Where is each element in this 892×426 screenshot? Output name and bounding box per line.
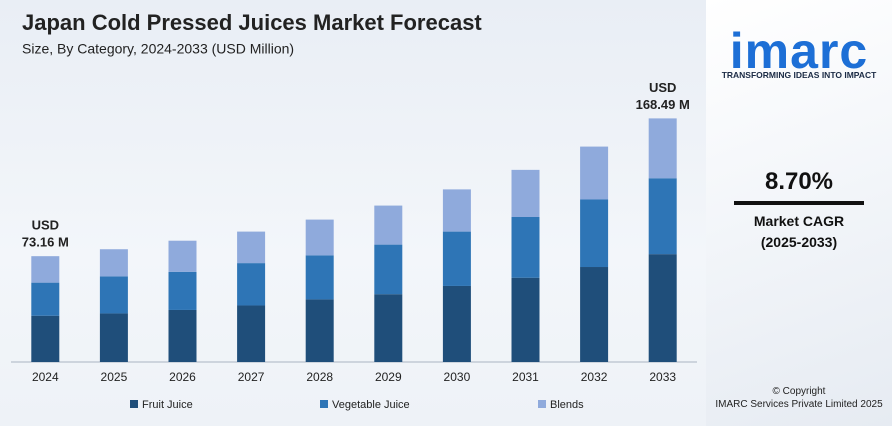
cagr-label: Market CAGR [753, 213, 845, 229]
bar-segment [374, 294, 403, 362]
divider [734, 201, 864, 205]
bar-segment [237, 305, 266, 362]
legend-label: Blends [550, 399, 584, 411]
bar-segment [374, 244, 403, 295]
chart: Japan Cold Pressed Juices Market Forecas… [11, 10, 697, 411]
bar-segment [511, 169, 540, 217]
bar-segment [305, 255, 334, 300]
bar-segment [511, 216, 540, 278]
chart-subtitle: Size, By Category, 2024-2033 (USD Millio… [22, 41, 294, 57]
bar-segment [31, 256, 60, 283]
bar-segment [648, 254, 677, 362]
bar-segment [374, 205, 403, 245]
x-tick-label: 2026 [169, 370, 196, 384]
bar-segment [99, 249, 128, 277]
legend-label: Fruit Juice [142, 399, 193, 411]
bar-segment [237, 263, 266, 306]
bar-segment [168, 271, 197, 310]
total-label: USD [32, 218, 59, 233]
cagr-period: (2025-2033) [760, 234, 838, 250]
copyright: © Copyright [772, 386, 826, 397]
bar-segment [99, 276, 128, 314]
bar-segment [442, 231, 471, 286]
company: IMARC Services Private Limited 2025 [715, 399, 883, 410]
bar-segment [168, 240, 197, 272]
legend-swatch [130, 400, 138, 408]
x-tick-label: 2024 [32, 370, 59, 384]
bar-segment [580, 267, 609, 362]
cagr-value: 8.70% [764, 168, 834, 195]
bar-segment [648, 178, 677, 255]
total-label: USD [649, 80, 676, 95]
sidebar: imarc TRANSFORMING IDEAS INTO IMPACT 8.7… [706, 0, 892, 426]
total-label: 168.49 M [636, 97, 690, 112]
bar-segment [442, 285, 471, 362]
bar-segment [305, 299, 334, 362]
logo: imarc [729, 23, 869, 79]
legend-swatch [320, 400, 328, 408]
x-tick-label: 2032 [581, 370, 608, 384]
total-label: 73.16 M [22, 235, 69, 250]
bar-segment [648, 118, 677, 179]
bar-segment [99, 313, 128, 362]
bar-segment [31, 315, 60, 362]
bar-segment [305, 219, 334, 256]
tagline: TRANSFORMING IDEAS INTO IMPACT [721, 70, 877, 80]
legend-label: Vegetable Juice [332, 399, 410, 411]
x-tick-label: 2031 [512, 370, 539, 384]
bar-segment [237, 231, 266, 264]
bar-segment [580, 146, 609, 200]
x-tick-label: 2033 [649, 370, 676, 384]
bar-segment [511, 277, 540, 362]
x-tick-label: 2028 [306, 370, 333, 384]
bar-segment [580, 199, 609, 268]
x-tick-label: 2027 [238, 370, 265, 384]
bar-segment [442, 189, 471, 232]
bar-segment [168, 309, 197, 362]
bar-segment [31, 282, 60, 316]
x-tick-label: 2025 [101, 370, 128, 384]
legend-swatch [538, 400, 546, 408]
chart-title: Japan Cold Pressed Juices Market Forecas… [22, 10, 482, 35]
x-tick-label: 2029 [375, 370, 402, 384]
x-tick-label: 2030 [444, 370, 471, 384]
